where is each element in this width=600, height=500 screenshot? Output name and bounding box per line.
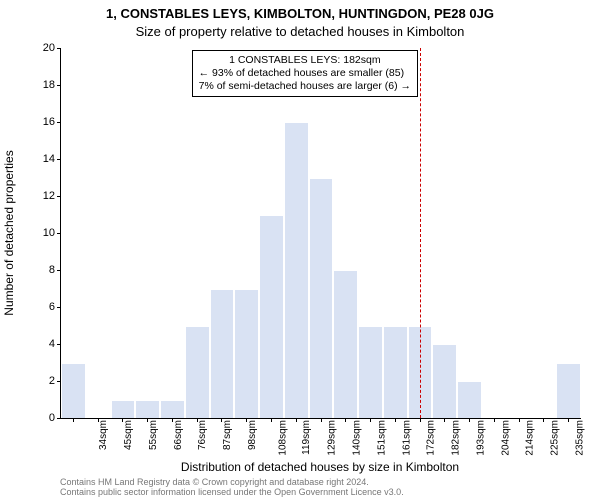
xtick-label: 182sqm	[451, 420, 462, 456]
ytick-label: 18	[15, 79, 55, 91]
xtick-label: 214sqm	[525, 420, 536, 456]
ytick-label: 12	[15, 190, 55, 202]
ytick-label: 2	[15, 375, 55, 387]
histogram-bar	[160, 400, 185, 419]
xtick-mark	[444, 418, 445, 422]
xtick-label: 87sqm	[222, 420, 233, 450]
histogram-bar	[556, 363, 581, 419]
xtick-mark	[345, 418, 346, 422]
xtick-mark	[296, 418, 297, 422]
xtick-mark	[395, 418, 396, 422]
histogram-bar	[234, 289, 259, 419]
ytick-mark	[57, 122, 61, 123]
xtick-label: 225sqm	[550, 420, 561, 456]
ytick-mark	[57, 233, 61, 234]
xtick-label: 129sqm	[327, 420, 338, 456]
histogram-bar	[259, 215, 284, 419]
ytick-mark	[57, 159, 61, 160]
histogram-bar	[383, 326, 408, 419]
xtick-label: 235sqm	[574, 420, 585, 456]
histogram-bar	[61, 363, 86, 419]
histogram-bar	[111, 400, 136, 419]
xtick-mark	[519, 418, 520, 422]
histogram-bar	[333, 270, 358, 418]
ytick-mark	[57, 307, 61, 308]
chart-title-sub: Size of property relative to detached ho…	[0, 24, 600, 39]
ytick-label: 20	[15, 42, 55, 54]
xtick-label: 161sqm	[401, 420, 412, 456]
xtick-mark	[420, 418, 421, 422]
chart-title-main: 1, CONSTABLES LEYS, KIMBOLTON, HUNTINGDO…	[0, 6, 600, 21]
ytick-label: 4	[15, 338, 55, 350]
xtick-mark	[568, 418, 569, 422]
ytick-label: 0	[15, 412, 55, 424]
xtick-label: 45sqm	[123, 420, 134, 450]
ytick-label: 16	[15, 116, 55, 128]
ytick-mark	[57, 344, 61, 345]
annotation-line3: 7% of semi-detached houses are larger (6…	[199, 80, 411, 93]
xtick-label: 119sqm	[301, 420, 312, 455]
histogram-bar	[135, 400, 160, 419]
histogram-bar	[210, 289, 235, 419]
annotation-line1: 1 CONSTABLES LEYS: 182sqm	[199, 54, 411, 67]
ytick-mark	[57, 48, 61, 49]
xtick-label: 172sqm	[426, 420, 437, 456]
annotation-line2: ← 93% of detached houses are smaller (85…	[199, 67, 411, 80]
xtick-mark	[370, 418, 371, 422]
y-axis-label: Number of detached properties	[2, 48, 16, 418]
annotation-box: 1 CONSTABLES LEYS: 182sqm ← 93% of detac…	[192, 50, 418, 97]
xtick-label: 34sqm	[98, 420, 109, 450]
ytick-label: 8	[15, 264, 55, 276]
ytick-mark	[57, 270, 61, 271]
histogram-bar	[432, 344, 457, 418]
x-axis-label: Distribution of detached houses by size …	[60, 460, 580, 474]
xtick-label: 151sqm	[376, 420, 387, 456]
ytick-label: 10	[15, 227, 55, 239]
xtick-label: 66sqm	[173, 420, 184, 450]
xtick-mark	[543, 418, 544, 422]
xtick-label: 204sqm	[500, 420, 511, 456]
xtick-mark	[73, 418, 74, 422]
xtick-mark	[469, 418, 470, 422]
xtick-label: 193sqm	[475, 420, 486, 456]
xtick-label: 140sqm	[352, 420, 363, 456]
xtick-label: 76sqm	[197, 420, 208, 450]
footer-line2: Contains public sector information licen…	[60, 488, 404, 498]
histogram-bar	[358, 326, 383, 419]
histogram-bar	[284, 122, 309, 418]
histogram-bar	[185, 326, 210, 419]
reference-line	[420, 48, 421, 418]
xtick-label: 55sqm	[148, 420, 159, 450]
plot-area: 1 CONSTABLES LEYS: 182sqm ← 93% of detac…	[60, 48, 581, 419]
footer-text: Contains HM Land Registry data © Crown c…	[60, 478, 404, 498]
ytick-mark	[57, 85, 61, 86]
xtick-label: 98sqm	[247, 420, 258, 450]
ytick-mark	[57, 196, 61, 197]
histogram-bar	[309, 178, 334, 419]
xtick-mark	[271, 418, 272, 422]
ytick-label: 14	[15, 153, 55, 165]
histogram-bar	[457, 381, 482, 418]
xtick-label: 108sqm	[277, 420, 288, 456]
xtick-mark	[494, 418, 495, 422]
ytick-label: 6	[15, 301, 55, 313]
xtick-mark	[321, 418, 322, 422]
